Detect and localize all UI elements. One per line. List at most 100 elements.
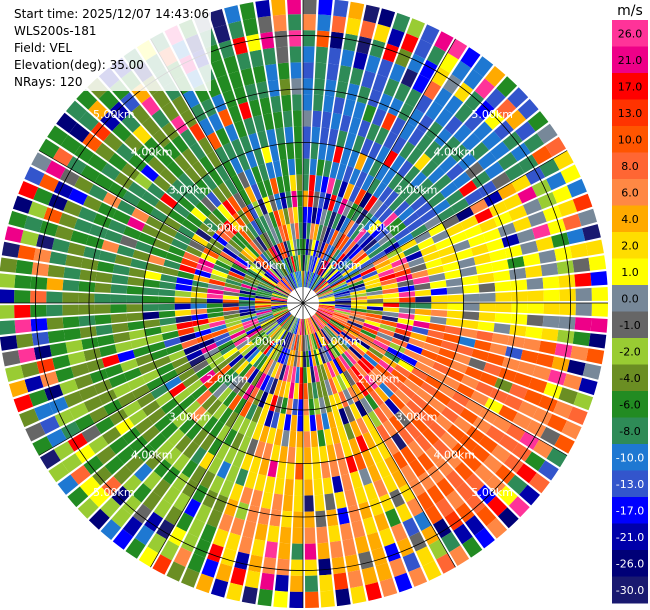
range-gate-cell xyxy=(261,491,273,510)
range-gate-cell xyxy=(316,381,323,398)
range-gate-cell xyxy=(319,208,328,226)
range-gate-cell xyxy=(278,380,287,398)
range-gate-cell xyxy=(399,141,416,160)
range-gate-cell xyxy=(411,269,429,279)
range-gate-cell xyxy=(318,304,335,308)
range-gate-cell xyxy=(458,257,476,269)
range-gate-cell xyxy=(501,233,520,248)
range-gate-cell xyxy=(455,206,474,222)
range-gate-cell xyxy=(281,430,290,447)
range-gate-cell xyxy=(307,318,313,334)
range-gate-cell xyxy=(87,153,108,172)
range-gate-cell xyxy=(424,215,442,230)
range-gate-cell xyxy=(334,298,352,302)
range-gate-cell xyxy=(18,181,39,200)
range-gate-cell xyxy=(432,439,451,458)
range-gate-cell xyxy=(348,283,365,291)
range-gate-cell xyxy=(272,264,284,278)
range-gate-cell xyxy=(94,304,111,314)
range-gate-cell xyxy=(309,223,315,240)
range-gate-cell xyxy=(203,374,220,389)
range-gate-cell xyxy=(365,350,381,364)
range-gate-cell xyxy=(354,188,367,206)
range-gate-cell xyxy=(393,332,410,343)
range-gate-cell xyxy=(356,417,369,435)
range-gate-cell xyxy=(368,497,384,517)
range-gate-cell xyxy=(208,169,224,187)
range-gate-cell xyxy=(270,361,280,378)
range-gate-cell xyxy=(245,420,257,438)
range-gate-cell xyxy=(63,390,83,408)
range-gate-cell xyxy=(509,383,528,400)
range-gate-cell xyxy=(259,233,271,250)
range-gate-cell xyxy=(320,380,328,398)
range-gate-cell xyxy=(191,160,208,179)
range-gate-cell xyxy=(372,339,389,351)
range-gate-cell xyxy=(465,399,484,416)
range-gate-cell xyxy=(306,255,311,272)
range-gate-cell xyxy=(449,231,468,245)
range-gate-cell xyxy=(435,354,453,368)
range-gate-cell xyxy=(209,475,225,494)
range-gate-cell xyxy=(46,304,63,317)
range-gate-cell xyxy=(74,218,93,234)
range-gate-cell xyxy=(78,304,95,315)
range-gate-cell xyxy=(318,306,335,312)
range-gate-cell xyxy=(468,357,487,371)
range-gate-cell xyxy=(238,435,252,453)
range-gate-cell xyxy=(314,175,323,192)
range-gate-cell xyxy=(365,54,381,74)
range-gate-cell xyxy=(294,318,300,335)
range-gate-cell xyxy=(333,572,349,591)
range-gate-cell xyxy=(190,405,207,423)
range-gate-cell xyxy=(435,108,454,128)
colorbar-tick-label: 8.0 xyxy=(621,160,639,173)
range-gate-cell xyxy=(240,313,257,320)
range-gate-cell xyxy=(88,435,109,454)
range-gate-cell xyxy=(120,92,140,113)
range-gate-cell xyxy=(123,367,142,382)
range-gate-cell xyxy=(341,440,353,458)
range-gate-cell xyxy=(122,426,141,445)
range-gate-cell xyxy=(450,360,468,374)
range-gate-cell xyxy=(174,290,192,298)
range-gate-cell xyxy=(519,484,540,506)
range-gate-cell xyxy=(150,207,168,223)
range-gate-cell xyxy=(435,497,454,518)
range-gate-cell xyxy=(136,145,155,164)
range-gate-cell xyxy=(464,112,484,132)
range-gate-cell xyxy=(212,403,228,420)
range-gate-cell xyxy=(390,154,406,173)
range-gate-cell xyxy=(206,303,223,308)
range-gate-cell xyxy=(333,146,344,164)
range-gate-cell xyxy=(318,305,335,310)
range-gate-cell xyxy=(527,111,549,132)
range-gate-cell xyxy=(463,69,484,90)
range-gate-cell xyxy=(205,242,222,255)
range-gate-cell xyxy=(358,467,372,486)
range-gate-cell xyxy=(315,313,328,325)
range-gate-cell xyxy=(512,412,532,430)
range-gate-cell xyxy=(178,196,195,213)
range-gate-cell xyxy=(428,222,446,237)
range-gate-cell xyxy=(208,9,227,29)
range-gate-cell xyxy=(343,327,359,338)
range-gate-cell xyxy=(198,117,215,137)
range-gate-cell xyxy=(460,215,479,230)
range-gate-cell xyxy=(462,536,483,558)
range-gate-cell xyxy=(490,141,510,160)
range-gate-cell xyxy=(217,387,233,403)
range-gate-cell xyxy=(310,142,319,160)
range-ring-label: 5.00km xyxy=(93,108,135,121)
range-gate-cell xyxy=(355,171,368,189)
range-gate-cell xyxy=(288,333,295,350)
range-gate-cell xyxy=(365,313,383,320)
range-gate-cell xyxy=(274,574,289,592)
range-gate-cell xyxy=(427,265,445,276)
range-gate-cell xyxy=(316,159,325,176)
range-gate-cell xyxy=(309,273,318,289)
range-gate-cell xyxy=(24,375,44,393)
range-gate-cell xyxy=(274,346,284,362)
range-gate-cell xyxy=(551,356,570,372)
range-ring-label: 1.00km xyxy=(320,259,362,272)
